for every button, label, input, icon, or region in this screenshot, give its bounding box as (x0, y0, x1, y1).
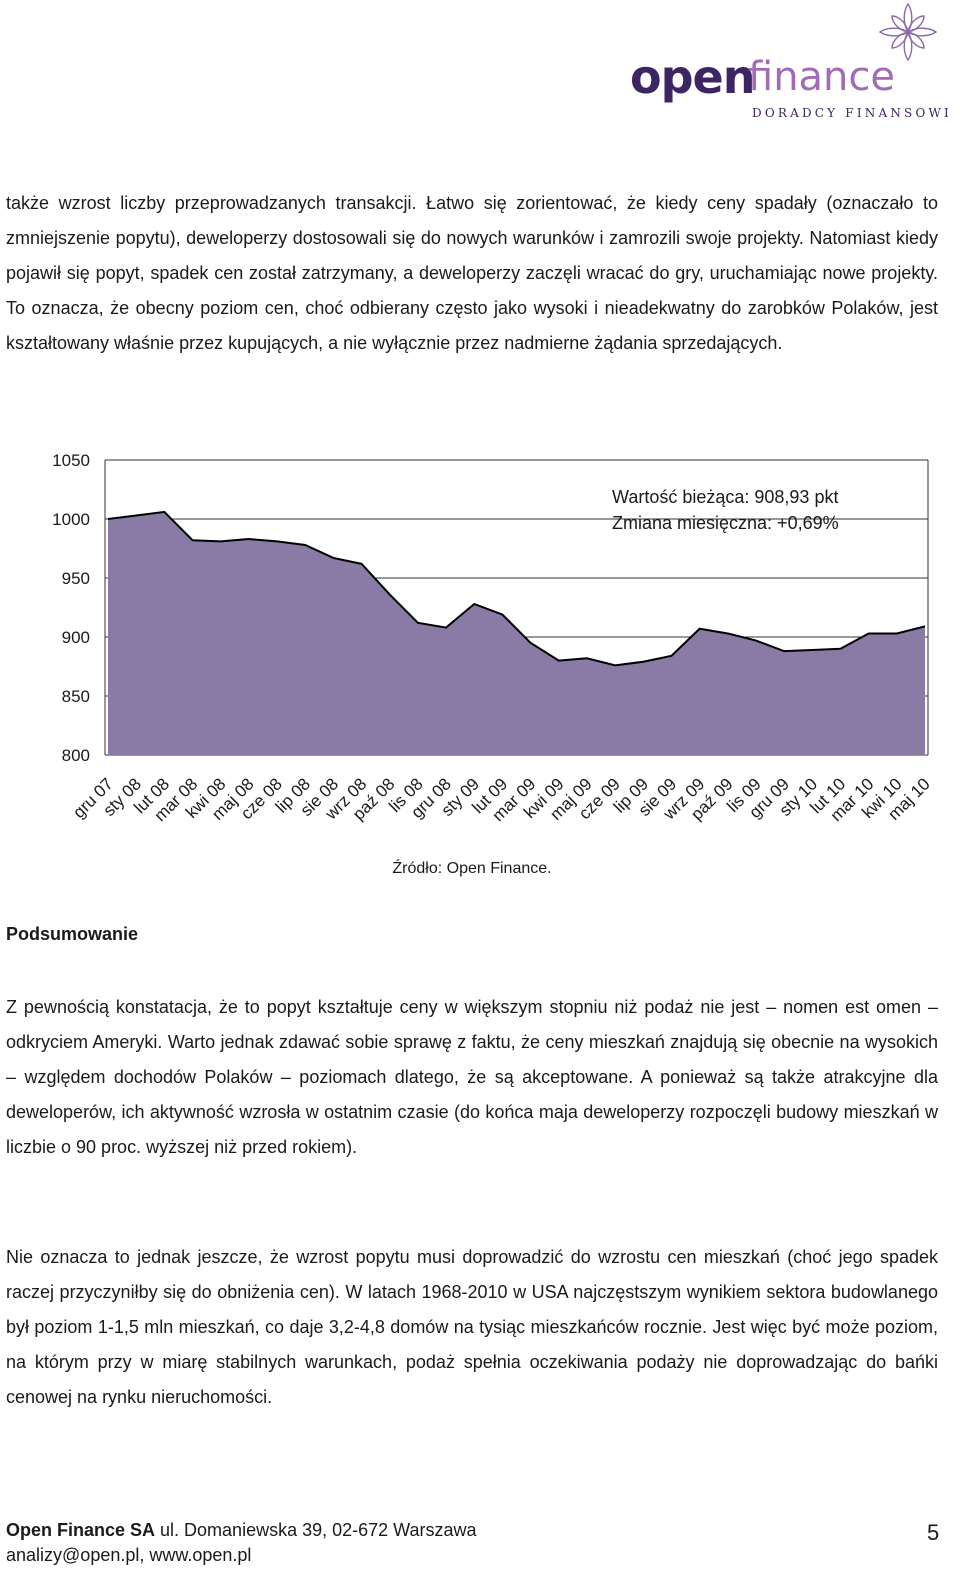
y-tick-label: 850 (62, 687, 90, 706)
area-series (108, 511, 925, 755)
y-tick-label: 1000 (52, 510, 90, 529)
summary-paragraph-1: Z pewnością konstatacja, że to popyt ksz… (6, 997, 938, 1157)
intro-paragraph: także wzrost liczby przeprowadzanych tra… (6, 193, 938, 353)
logo-open-text: open (630, 50, 755, 104)
chart-annotation-change: Zmiana miesięczna: +0,69% (612, 513, 839, 533)
footer-company: Open Finance SA (6, 1520, 156, 1540)
footer-address-line: Open Finance SA ul. Domaniewska 39, 02-6… (6, 1520, 477, 1541)
footer-address: ul. Domaniewska 39, 02-672 Warszawa (155, 1520, 477, 1540)
summary-heading: Podsumowanie (6, 924, 139, 944)
area-series-line (107, 510, 926, 667)
logo-finance-text: finance (748, 54, 896, 100)
logo-tagline: DORADCY FINANSOWI (752, 106, 952, 120)
y-tick-label: 900 (62, 628, 90, 647)
y-tick-label: 1050 (52, 451, 90, 470)
chart-annotation-current: Wartość bieżąca: 908,93 pkt (612, 487, 838, 507)
y-tick-label: 800 (62, 746, 90, 765)
y-tick-label: 950 (62, 569, 90, 588)
flower-logo-icon (878, 2, 938, 62)
open-finance-logo: open finance DORADCY FINANSOWI (630, 0, 960, 130)
page-number: 5 (927, 1520, 940, 1545)
summary-paragraph-2: Nie oznacza to jednak jeszcze, że wzrost… (6, 1247, 938, 1407)
footer-contact: analizy@open.pl, www.open.pl (6, 1545, 252, 1565)
chart-source: Źródło: Open Finance. (392, 860, 552, 877)
